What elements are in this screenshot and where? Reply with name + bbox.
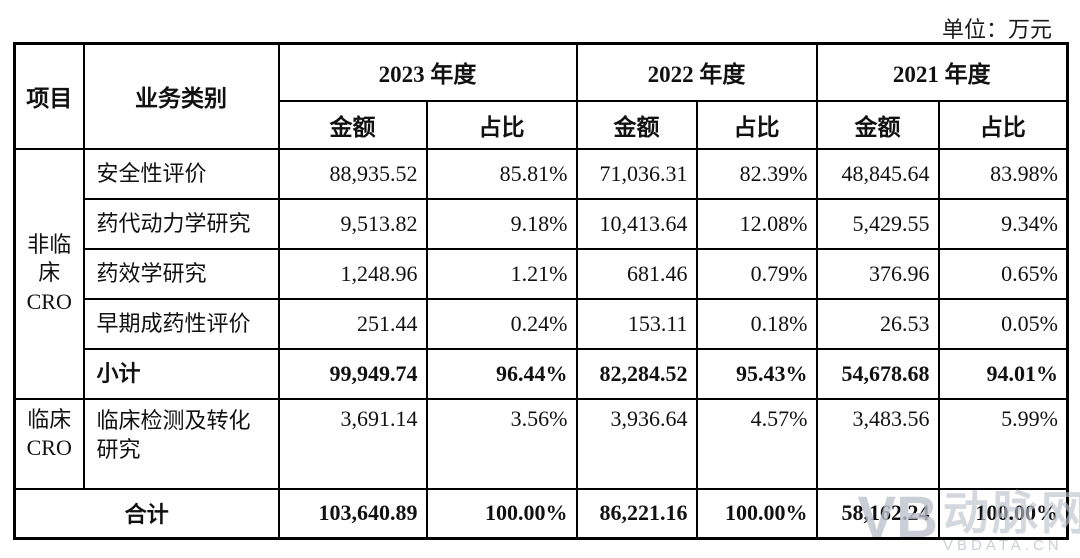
category-cell: 临床检测及转化研究 (82, 397, 280, 490)
ratio-cell: 9.34% (937, 197, 1069, 250)
total-amount-cell: 58,162.24 (815, 487, 940, 540)
header-sub-row: 金额 占比 金额 占比 金额 占比 (15, 99, 1069, 150)
amount-cell: 3,483.56 (815, 397, 940, 490)
ratio-cell: 12.08% (695, 197, 818, 250)
header-ratio-2023: 占比 (425, 99, 578, 150)
amount-cell: 5,429.55 (815, 197, 940, 250)
category-cell: 药代动力学研究 (82, 197, 280, 250)
item-group-cell: 临床CRO (13, 397, 85, 490)
ratio-cell: 82.39% (695, 147, 818, 200)
header-item: 项目 (13, 42, 85, 150)
amount-cell: 3,691.14 (277, 397, 428, 490)
item-group-cell: 非临床CRO (13, 147, 85, 400)
ratio-cell: 0.05% (937, 297, 1069, 350)
amount-cell: 251.44 (277, 297, 428, 350)
header-amount-2023: 金额 (277, 99, 428, 150)
ratio-cell: 95.43% (695, 347, 818, 400)
header-year-2023: 2023 年度 (277, 42, 578, 102)
ratio-cell: 5.99% (937, 397, 1069, 490)
ratio-cell: 1.21% (425, 247, 578, 300)
total-amount-cell: 86,221.16 (575, 487, 698, 540)
header-ratio-2021: 占比 (937, 99, 1069, 150)
amount-cell: 153.11 (575, 297, 698, 350)
header-year-row: 项目 业务类别 2023 年度 2022 年度 2021 年度 (13, 42, 1069, 150)
total-row: 合计 103,640.89 100.00% 86,221.16 100.00% 58,16… (13, 487, 1069, 540)
total-ratio-cell: 100.00% (695, 487, 818, 540)
header-amount-2021: 金额 (815, 99, 940, 150)
header-year-2021: 2021 年度 (815, 42, 1069, 102)
header-ratio-2022: 占比 (695, 99, 818, 150)
total-ratio-cell: 100.00% (425, 487, 578, 540)
ratio-cell: 96.44% (425, 347, 578, 400)
ratio-cell: 0.24% (425, 297, 578, 350)
amount-cell: 48,845.64 (815, 147, 940, 200)
table-row: 非临床CRO 安全性评价 88,935.52 85.81% 71,036.31 82.39… (13, 147, 1069, 400)
amount-cell: 54,678.68 (815, 347, 940, 400)
amount-cell: 681.46 (575, 247, 698, 300)
category-cell: 早期成药性评价 (82, 297, 280, 350)
header-amount-2022: 金额 (575, 99, 698, 150)
ratio-cell: 0.79% (695, 247, 818, 300)
amount-cell: 99,949.74 (277, 347, 428, 400)
ratio-cell: 0.18% (695, 297, 818, 350)
category-cell: 小计 (82, 347, 280, 400)
ratio-cell: 94.01% (937, 347, 1069, 400)
ratio-cell: 83.98% (937, 147, 1069, 200)
amount-cell: 82,284.52 (575, 347, 698, 400)
table-row: 药代动力学研究 9,513.82 9.18% 10,413.64 12.08% 5,429… (15, 197, 1069, 250)
total-amount-cell: 103,640.89 (277, 487, 428, 540)
category-cell: 安全性评价 (82, 147, 280, 200)
header-category: 业务类别 (82, 42, 280, 150)
ratio-cell: 9.18% (425, 197, 578, 250)
table-body: 非临床CRO 安全性评价 88,935.52 85.81% 71,036.31 82.39… (13, 147, 1069, 540)
total-label-cell: 合计 (13, 487, 280, 540)
revenue-breakdown-table: 项目 业务类别 2023 年度 2022 年度 2021 年度 金额 占比 金额… (13, 42, 1069, 540)
table-row: 早期成药性评价 251.44 0.24% 153.11 0.18% 26.53 0.05% (15, 297, 1069, 350)
table-row: 临床CRO 临床检测及转化研究 3,691.14 3.56% 3,936.64 4.57%… (13, 397, 1069, 490)
amount-cell: 88,935.52 (277, 147, 428, 200)
amount-cell: 1,248.96 (277, 247, 428, 300)
ratio-cell: 0.65% (937, 247, 1069, 300)
amount-cell: 71,036.31 (575, 147, 698, 200)
total-ratio-cell: 100.00% (937, 487, 1069, 540)
ratio-cell: 3.56% (425, 397, 578, 490)
amount-cell: 10,413.64 (575, 197, 698, 250)
amount-cell: 26.53 (815, 297, 940, 350)
ratio-cell: 85.81% (425, 147, 578, 200)
category-cell: 药效学研究 (82, 247, 280, 300)
amount-cell: 3,936.64 (575, 397, 698, 490)
table-header: 项目 业务类别 2023 年度 2022 年度 2021 年度 金额 占比 金额… (13, 42, 1069, 150)
table-row: 药效学研究 1,248.96 1.21% 681.46 0.79% 376.96 0.65% (15, 247, 1069, 300)
unit-label: 单位：万元 (941, 17, 1052, 42)
header-year-2022: 2022 年度 (575, 42, 818, 102)
ratio-cell: 4.57% (695, 397, 818, 490)
amount-cell: 9,513.82 (277, 197, 428, 250)
amount-cell: 376.96 (815, 247, 940, 300)
table-row: 小计 99,949.74 96.44% 82,284.52 95.43% 54,678.6… (15, 347, 1069, 400)
